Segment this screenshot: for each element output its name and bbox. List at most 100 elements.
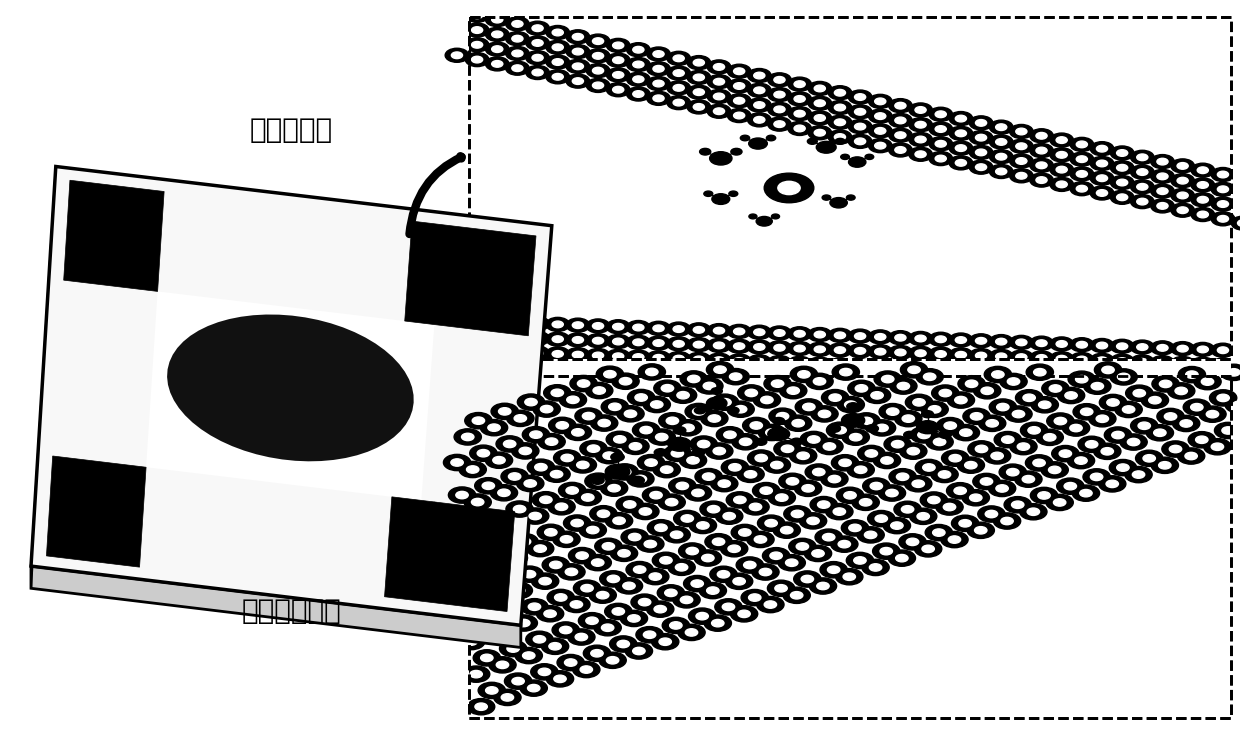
Circle shape <box>546 332 569 346</box>
Circle shape <box>963 408 991 425</box>
Circle shape <box>890 522 903 529</box>
Circle shape <box>847 195 856 201</box>
Circle shape <box>687 323 711 337</box>
Circle shape <box>949 536 961 543</box>
Circle shape <box>768 326 791 340</box>
Circle shape <box>546 438 558 445</box>
Circle shape <box>970 116 993 130</box>
Circle shape <box>929 152 952 166</box>
Circle shape <box>970 145 993 159</box>
Circle shape <box>1080 408 1092 415</box>
Circle shape <box>693 326 704 333</box>
Circle shape <box>935 155 946 162</box>
Circle shape <box>492 31 503 38</box>
Bar <box>0 0 469 17</box>
Circle shape <box>621 438 649 454</box>
Circle shape <box>955 352 966 358</box>
Circle shape <box>653 605 666 613</box>
Bar <box>469 376 1231 718</box>
Circle shape <box>808 96 832 110</box>
Circle shape <box>1230 429 1240 445</box>
Circle shape <box>451 22 463 29</box>
Circle shape <box>944 422 956 429</box>
Circle shape <box>861 417 873 425</box>
Circle shape <box>1106 480 1118 488</box>
Circle shape <box>714 366 727 374</box>
Circle shape <box>486 27 510 41</box>
Circle shape <box>815 115 826 121</box>
Circle shape <box>768 73 791 87</box>
Circle shape <box>941 531 968 548</box>
Circle shape <box>800 431 827 448</box>
Circle shape <box>1050 148 1074 162</box>
Circle shape <box>1131 340 1154 354</box>
Circle shape <box>873 452 900 468</box>
Circle shape <box>949 348 972 362</box>
Circle shape <box>1105 427 1132 443</box>
Circle shape <box>1190 357 1214 371</box>
Circle shape <box>554 675 567 682</box>
Circle shape <box>915 541 942 557</box>
Circle shape <box>1027 364 1054 380</box>
Circle shape <box>704 615 732 631</box>
Circle shape <box>693 59 704 66</box>
Circle shape <box>445 18 469 33</box>
Circle shape <box>593 337 604 344</box>
Circle shape <box>512 36 523 42</box>
Circle shape <box>668 478 696 494</box>
Circle shape <box>955 337 966 343</box>
Circle shape <box>774 121 785 127</box>
Circle shape <box>832 364 859 380</box>
Circle shape <box>593 477 605 485</box>
Circle shape <box>960 429 972 437</box>
Circle shape <box>610 545 637 562</box>
Circle shape <box>573 337 584 343</box>
Circle shape <box>1178 366 1205 383</box>
Circle shape <box>1096 189 1107 196</box>
Circle shape <box>1162 441 1189 457</box>
Circle shape <box>895 411 923 427</box>
Circle shape <box>909 118 932 132</box>
Circle shape <box>835 332 846 339</box>
Circle shape <box>1044 434 1056 441</box>
Circle shape <box>512 21 523 27</box>
Circle shape <box>894 501 921 517</box>
Circle shape <box>593 82 604 89</box>
Circle shape <box>1075 457 1087 464</box>
Circle shape <box>585 617 598 625</box>
Circle shape <box>647 91 671 105</box>
Circle shape <box>1116 179 1127 186</box>
Circle shape <box>1029 173 1053 187</box>
Circle shape <box>996 153 1007 160</box>
Circle shape <box>835 138 846 144</box>
Circle shape <box>835 119 846 126</box>
Circle shape <box>537 605 564 622</box>
Circle shape <box>1012 411 1024 418</box>
Circle shape <box>558 564 585 580</box>
Circle shape <box>815 346 826 353</box>
Circle shape <box>1110 161 1133 175</box>
Circle shape <box>976 164 987 170</box>
Circle shape <box>451 52 463 58</box>
Circle shape <box>787 107 811 121</box>
Circle shape <box>687 457 699 464</box>
Circle shape <box>507 554 520 562</box>
Circle shape <box>692 489 704 497</box>
Circle shape <box>1225 397 1240 413</box>
Circle shape <box>734 98 745 104</box>
Circle shape <box>895 102 906 109</box>
Circle shape <box>1070 152 1094 166</box>
Circle shape <box>632 354 644 360</box>
Circle shape <box>593 387 605 394</box>
Circle shape <box>713 64 724 70</box>
Circle shape <box>537 524 564 540</box>
Circle shape <box>775 585 787 592</box>
Circle shape <box>681 515 693 522</box>
Circle shape <box>552 336 563 343</box>
Circle shape <box>567 44 590 58</box>
Circle shape <box>753 391 780 408</box>
Circle shape <box>1090 141 1114 155</box>
Circle shape <box>802 485 815 492</box>
Circle shape <box>895 147 906 153</box>
Circle shape <box>500 550 527 566</box>
